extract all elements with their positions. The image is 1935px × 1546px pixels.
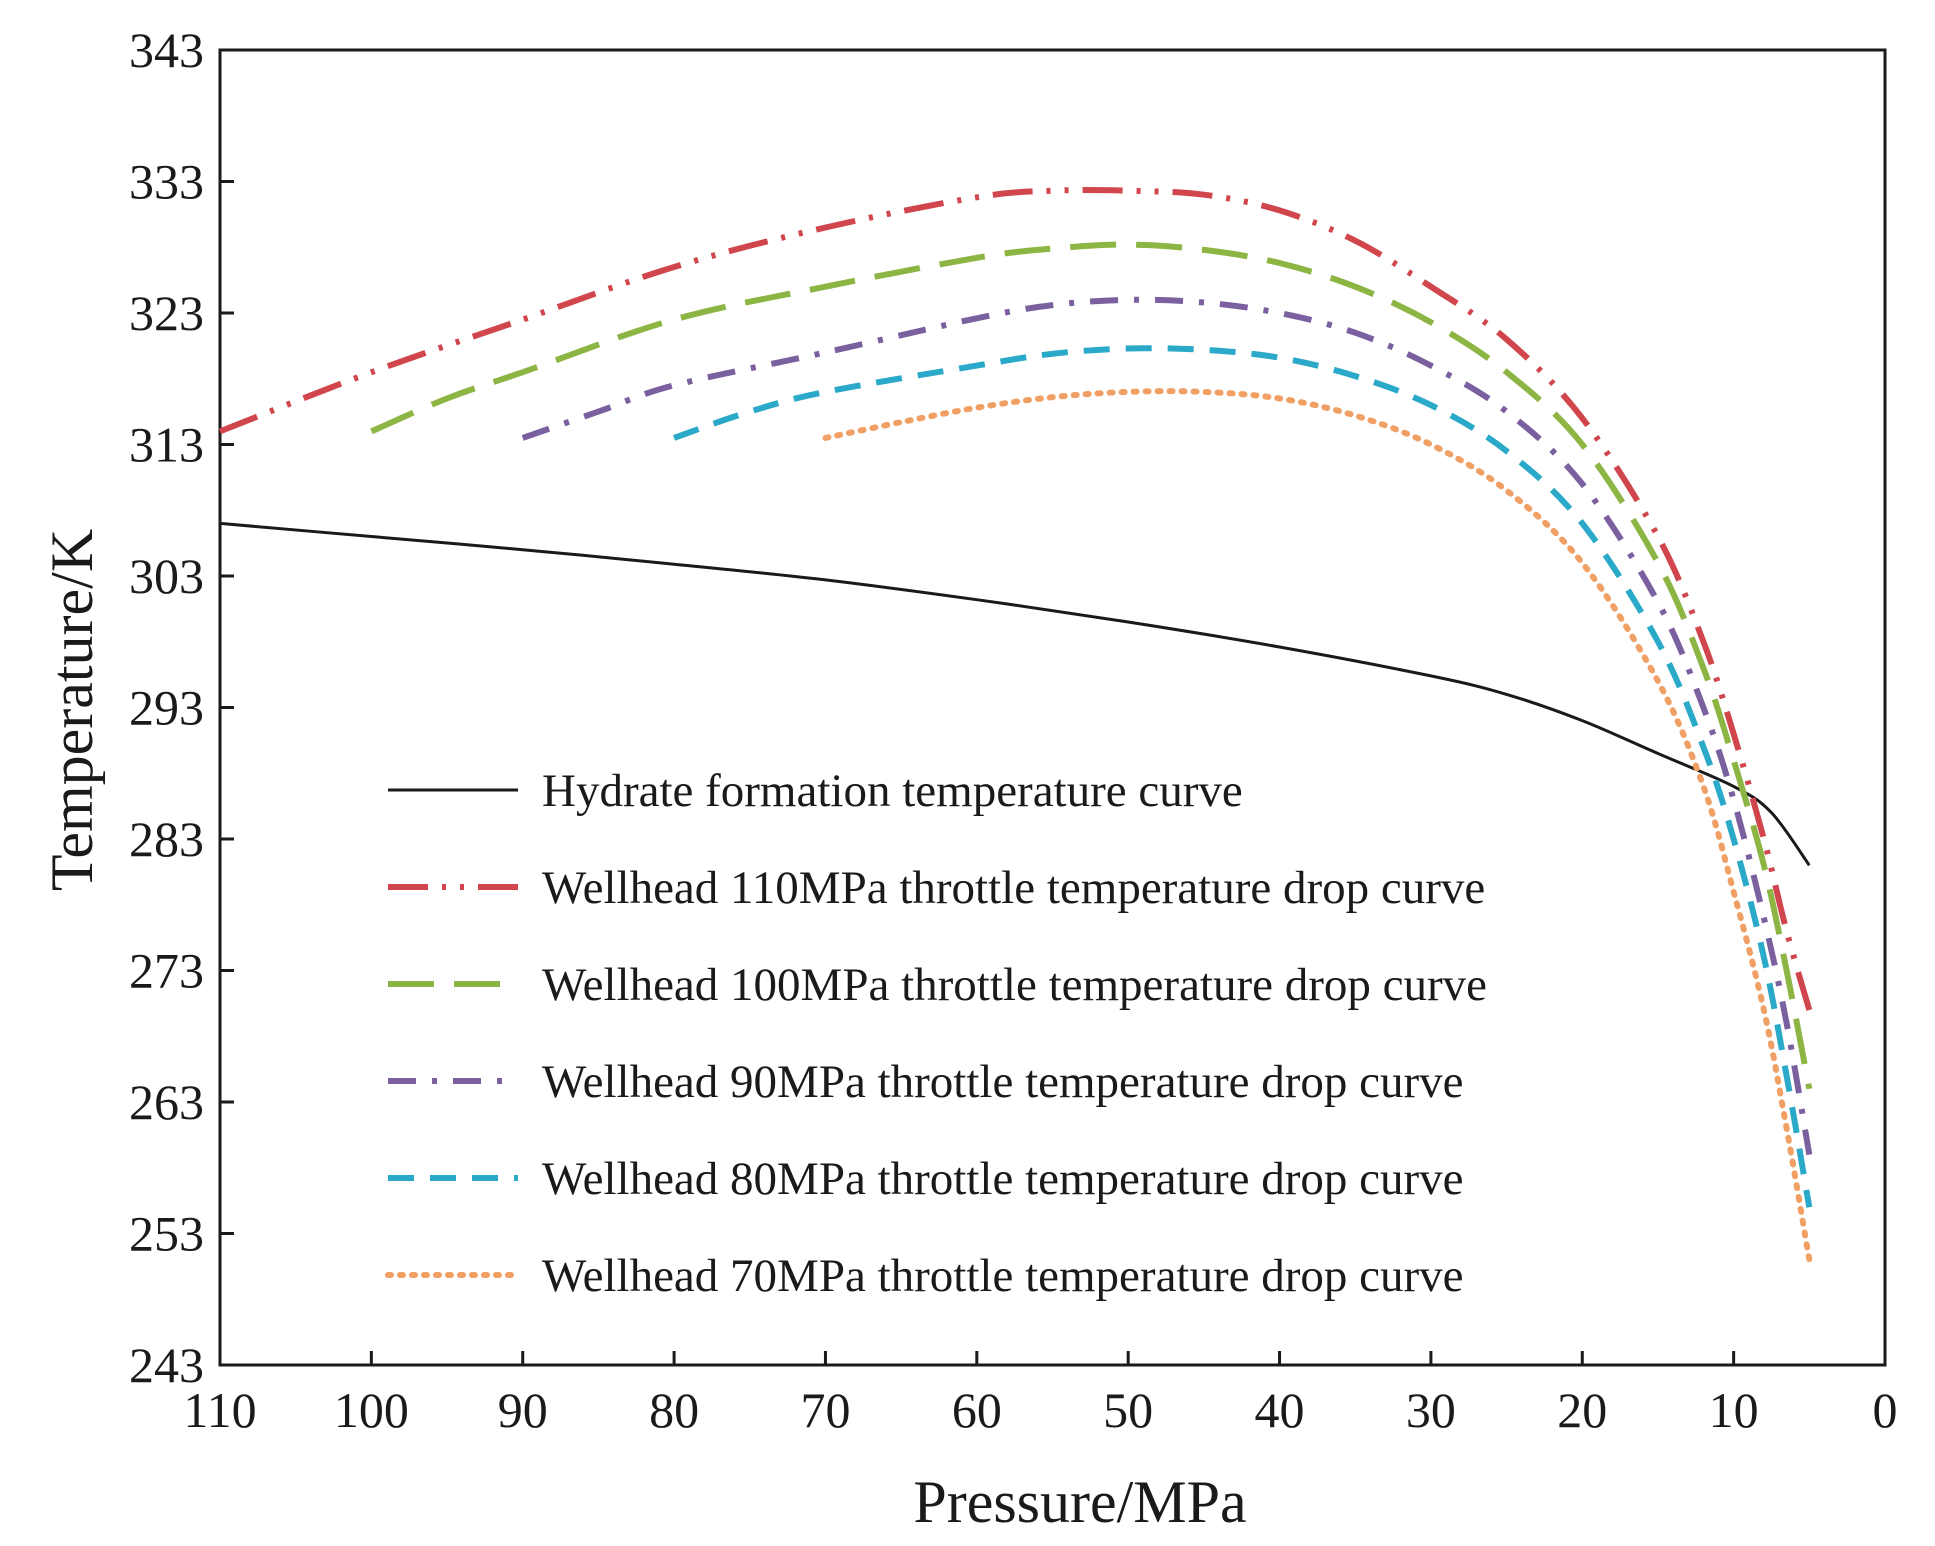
legend-label-5: Wellhead 70MPa throttle temperature drop… xyxy=(542,1250,1464,1302)
x-tick-label-50: 50 xyxy=(1103,1382,1153,1438)
y-tick-label-313: 313 xyxy=(129,417,204,473)
y-axis-title: Temperature/K xyxy=(39,529,105,891)
legend-label-2: Wellhead 100MPa throttle temperature dro… xyxy=(542,959,1487,1011)
y-tick-label-343: 343 xyxy=(129,22,204,78)
x-tick-label-0: 0 xyxy=(1873,1382,1898,1438)
series-line-3 xyxy=(521,296,1813,1156)
x-tick-label-70: 70 xyxy=(800,1382,850,1438)
y-tick-label-253: 253 xyxy=(129,1206,204,1262)
series-line-4 xyxy=(673,345,1813,1208)
y-tick-label-333: 333 xyxy=(129,154,204,210)
y-tick-label-303: 303 xyxy=(129,548,204,604)
x-axis: 110 100 90 80 70 60 50 40 30 20 10 0 xyxy=(183,1351,1898,1438)
x-tick-label-80: 80 xyxy=(649,1382,699,1438)
x-tick-label-110: 110 xyxy=(183,1382,256,1438)
legend-label-1: Wellhead 110MPa throttle temperature dro… xyxy=(542,862,1485,914)
y-tick-label-323: 323 xyxy=(129,285,204,341)
x-tick-label-100: 100 xyxy=(334,1382,409,1438)
x-axis-title: Pressure/MPa xyxy=(913,1469,1246,1535)
x-tick-label-20: 20 xyxy=(1557,1382,1607,1438)
legend-label-4: Wellhead 80MPa throttle temperature drop… xyxy=(542,1153,1464,1205)
x-tick-label-60: 60 xyxy=(952,1382,1002,1438)
series-line-5 xyxy=(822,388,1813,1263)
y-tick-label-263: 263 xyxy=(129,1074,204,1130)
y-tick-label-243: 243 xyxy=(129,1337,204,1393)
legend: Hydrate formation temperature curve Wellh… xyxy=(385,765,1487,1302)
x-tick-label-10: 10 xyxy=(1709,1382,1759,1438)
y-tick-label-293: 293 xyxy=(129,680,204,736)
series-line-2 xyxy=(370,241,1813,1090)
x-tick-label-90: 90 xyxy=(498,1382,548,1438)
legend-label-3: Wellhead 90MPa throttle temperature drop… xyxy=(542,1056,1464,1108)
series-line-0 xyxy=(219,521,1811,867)
x-tick-label-40: 40 xyxy=(1255,1382,1305,1438)
y-axis: 343 333 323 313 303 293 283 273 263 253 243 xyxy=(129,22,234,1393)
y-tick-label-273: 273 xyxy=(129,943,204,999)
x-tick-label-30: 30 xyxy=(1406,1382,1456,1438)
legend-label-0: Hydrate formation temperature curve xyxy=(542,765,1243,817)
series-layer xyxy=(218,187,1813,1263)
y-tick-label-283: 283 xyxy=(129,811,204,867)
series-line-1 xyxy=(218,187,1813,1011)
